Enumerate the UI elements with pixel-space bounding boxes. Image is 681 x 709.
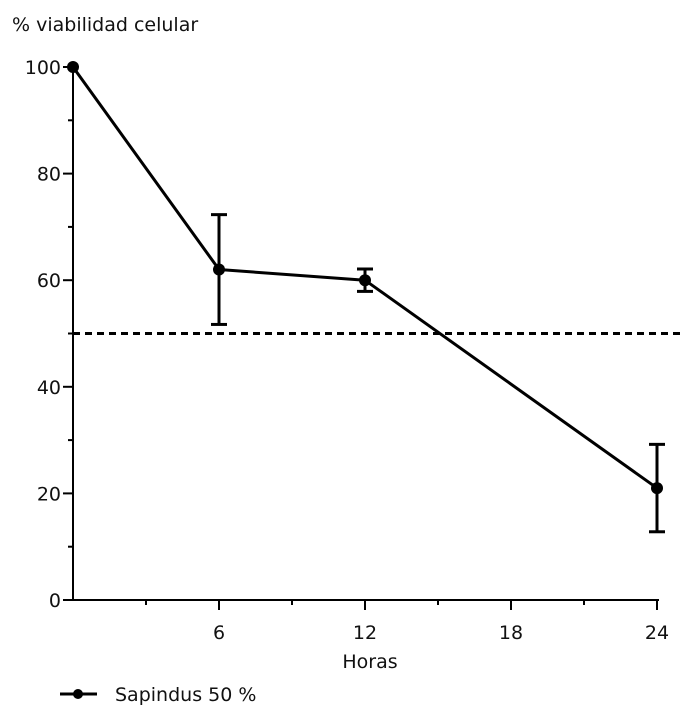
series-line [71,66,658,490]
x-tick-label: 6 [213,622,225,644]
x-tick-label: 18 [499,622,523,644]
y-tick-label: 40 [37,377,61,399]
x-tick-label: 24 [645,622,669,644]
y-tick-label: 100 [25,57,61,79]
data-point [213,263,225,276]
data-point [359,274,371,287]
y-tick-label: 0 [49,590,61,612]
y-tick-label: 80 [37,164,61,186]
legend-marker [73,689,83,699]
data-point [67,61,79,73]
y-tick-label: 60 [37,270,61,292]
series-group [67,61,665,534]
y-tick-label: 20 [37,483,61,505]
legend: Sapindus 50 % [60,684,256,706]
x-tick-label: 12 [353,622,377,644]
x-axis: 6 12 18 24 [73,599,669,644]
legend-label: Sapindus 50 % [115,684,256,706]
y-axis-title: % viabilidad celular [12,14,198,36]
y-axis: 0 20 40 60 80 100 [25,57,74,612]
data-point [651,482,663,495]
x-axis-title: Horas [342,651,397,673]
